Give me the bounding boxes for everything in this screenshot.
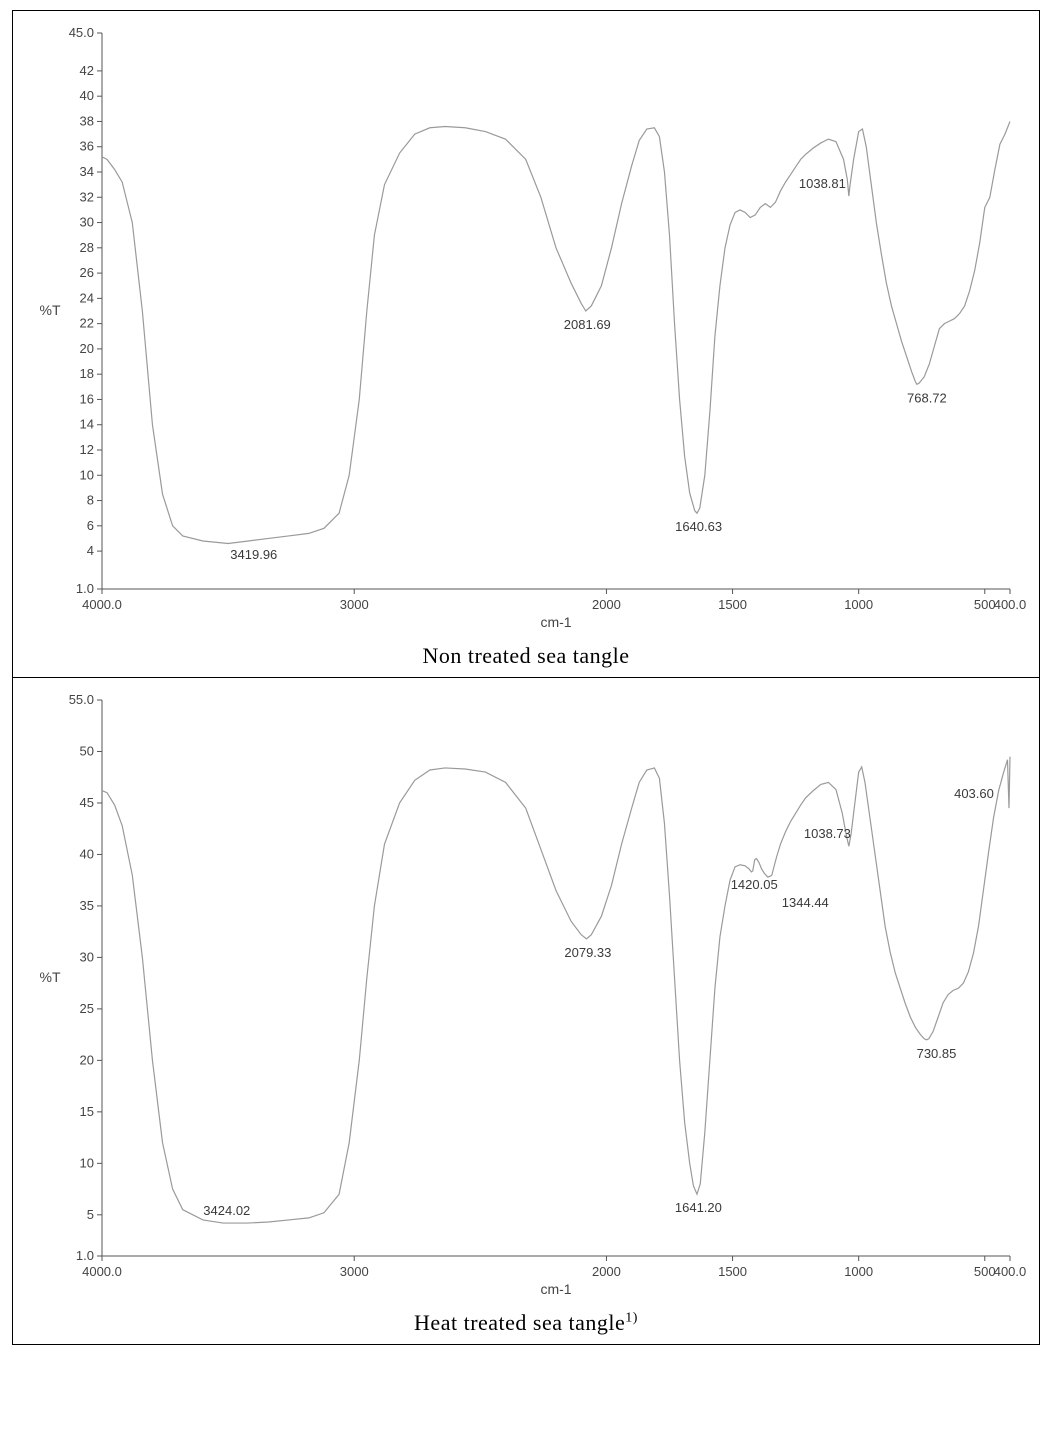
chart-heat-treated: 1.0 5 10 15 20 25 30 35 40 45 50 55.0 %T 4000.0 3000 20…: [22, 686, 1030, 1306]
svg-text:22: 22: [80, 316, 94, 331]
svg-text:2079.33: 2079.33: [564, 944, 611, 959]
caption-text: Heat treated sea tangle: [414, 1310, 625, 1335]
svg-text:768.72: 768.72: [907, 390, 947, 405]
svg-text:50: 50: [80, 743, 94, 758]
svg-text:400.0: 400.0: [994, 597, 1027, 612]
chart-svg-bottom: 1.0 5 10 15 20 25 30 35 40 45 50 55.0 %T 4000.0 3000 20…: [22, 686, 1030, 1306]
svg-text:34: 34: [80, 164, 94, 179]
caption-top: Non treated sea tangle: [21, 639, 1031, 675]
svg-text:2000: 2000: [592, 597, 621, 612]
svg-text:30: 30: [80, 949, 94, 964]
svg-text:500: 500: [974, 1264, 996, 1279]
svg-text:1000: 1000: [844, 1264, 873, 1279]
svg-text:4: 4: [87, 543, 94, 558]
svg-text:55.0: 55.0: [69, 692, 94, 707]
svg-text:3000: 3000: [340, 597, 369, 612]
svg-text:32: 32: [80, 189, 94, 204]
caption-bottom: Heat treated sea tangle1): [21, 1306, 1031, 1342]
svg-text:1.0: 1.0: [76, 581, 94, 596]
svg-text:1500: 1500: [718, 1264, 747, 1279]
svg-text:25: 25: [80, 1000, 94, 1015]
svg-text:1640.63: 1640.63: [675, 519, 722, 534]
svg-text:38: 38: [80, 113, 94, 128]
svg-text:18: 18: [80, 366, 94, 381]
svg-text:8: 8: [87, 493, 94, 508]
svg-text:14: 14: [80, 417, 94, 432]
svg-text:35: 35: [80, 897, 94, 912]
svg-text:26: 26: [80, 265, 94, 280]
svg-text:12: 12: [80, 442, 94, 457]
svg-text:1641.20: 1641.20: [675, 1200, 722, 1215]
svg-text:3419.96: 3419.96: [230, 547, 277, 562]
svg-text:36: 36: [80, 139, 94, 154]
caption-text: Non treated sea tangle: [422, 643, 629, 668]
svg-text:1500: 1500: [718, 597, 747, 612]
svg-text:40: 40: [80, 846, 94, 861]
svg-text:1344.44: 1344.44: [782, 895, 829, 910]
svg-text:45: 45: [80, 794, 94, 809]
svg-text:10: 10: [80, 1155, 94, 1170]
svg-text:2081.69: 2081.69: [564, 317, 611, 332]
panel-non-treated: 1.0 4 6 8 10 12 14 16 18 20 22 24 26 28 30 32 34 36 38 40 42…: [12, 10, 1040, 678]
svg-text:3424.02: 3424.02: [203, 1203, 250, 1218]
svg-text:1420.05: 1420.05: [731, 876, 778, 891]
svg-text:403.60: 403.60: [954, 786, 994, 801]
svg-text:15: 15: [80, 1103, 94, 1118]
svg-text:24: 24: [80, 290, 94, 305]
svg-text:4000.0: 4000.0: [82, 597, 122, 612]
svg-text:16: 16: [80, 391, 94, 406]
svg-text:42: 42: [80, 63, 94, 78]
svg-text:6: 6: [87, 518, 94, 533]
svg-text:3000: 3000: [340, 1264, 369, 1279]
svg-text:2000: 2000: [592, 1264, 621, 1279]
svg-text:20: 20: [80, 1052, 94, 1067]
svg-text:730.85: 730.85: [917, 1045, 957, 1060]
svg-text:40: 40: [80, 88, 94, 103]
svg-text:1038.81: 1038.81: [799, 176, 846, 191]
svg-text:30: 30: [80, 215, 94, 230]
svg-text:400.0: 400.0: [994, 1264, 1027, 1279]
svg-text:%T: %T: [40, 969, 61, 985]
svg-text:cm-1: cm-1: [540, 1281, 571, 1297]
svg-text:10: 10: [80, 467, 94, 482]
svg-text:28: 28: [80, 240, 94, 255]
caption-sup: 1): [625, 1310, 638, 1325]
svg-text:1000: 1000: [844, 597, 873, 612]
svg-text:cm-1: cm-1: [540, 614, 571, 630]
svg-text:1.0: 1.0: [76, 1248, 94, 1263]
svg-text:5: 5: [87, 1206, 94, 1221]
svg-text:45.0: 45.0: [69, 25, 94, 40]
svg-text:20: 20: [80, 341, 94, 356]
panel-heat-treated: 1.0 5 10 15 20 25 30 35 40 45 50 55.0 %T 4000.0 3000 20…: [12, 677, 1040, 1345]
svg-text:1038.73: 1038.73: [804, 826, 851, 841]
svg-text:%T: %T: [40, 302, 61, 318]
chart-non-treated: 1.0 4 6 8 10 12 14 16 18 20 22 24 26 28 30 32 34 36 38 40 42…: [22, 19, 1030, 639]
svg-text:500: 500: [974, 597, 996, 612]
svg-text:4000.0: 4000.0: [82, 1264, 122, 1279]
chart-svg-top: 1.0 4 6 8 10 12 14 16 18 20 22 24 26 28 30 32 34 36 38 40 42…: [22, 19, 1030, 639]
